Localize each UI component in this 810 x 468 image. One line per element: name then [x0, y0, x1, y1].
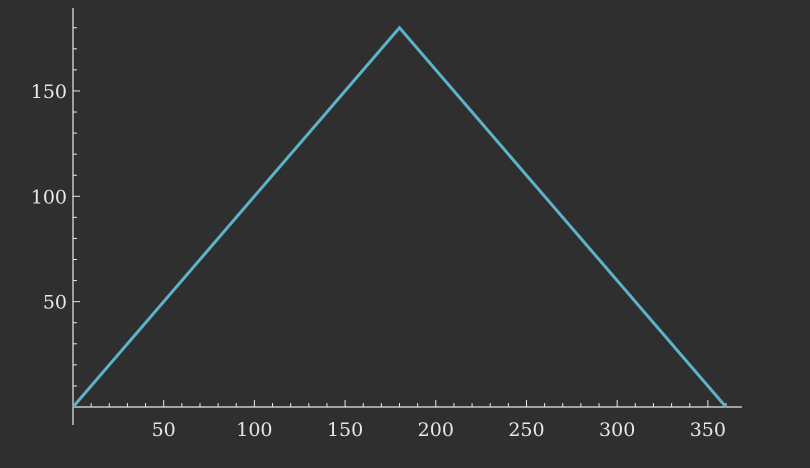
x-tick-label: 50 [152, 419, 176, 441]
x-tick-label: 100 [236, 419, 272, 441]
y-tick-label: 150 [31, 81, 67, 103]
x-tick-label: 250 [508, 419, 544, 441]
y-tick-label: 50 [43, 292, 67, 314]
x-tick-label: 200 [418, 419, 454, 441]
series-layer [71, 25, 728, 408]
x-ticks [90, 400, 727, 407]
series-line-0 [71, 25, 728, 408]
x-tick-label: 350 [690, 419, 726, 441]
y-ticks [73, 27, 80, 387]
y-tick-labels: 50 100 150 [31, 81, 67, 314]
x-tick-label: 300 [599, 419, 635, 441]
axes [72, 8, 742, 425]
x-tick-labels: 50 100 150 200 250 300 350 [152, 419, 726, 441]
x-tick-label: 150 [327, 419, 363, 441]
y-tick-label: 100 [31, 186, 67, 208]
